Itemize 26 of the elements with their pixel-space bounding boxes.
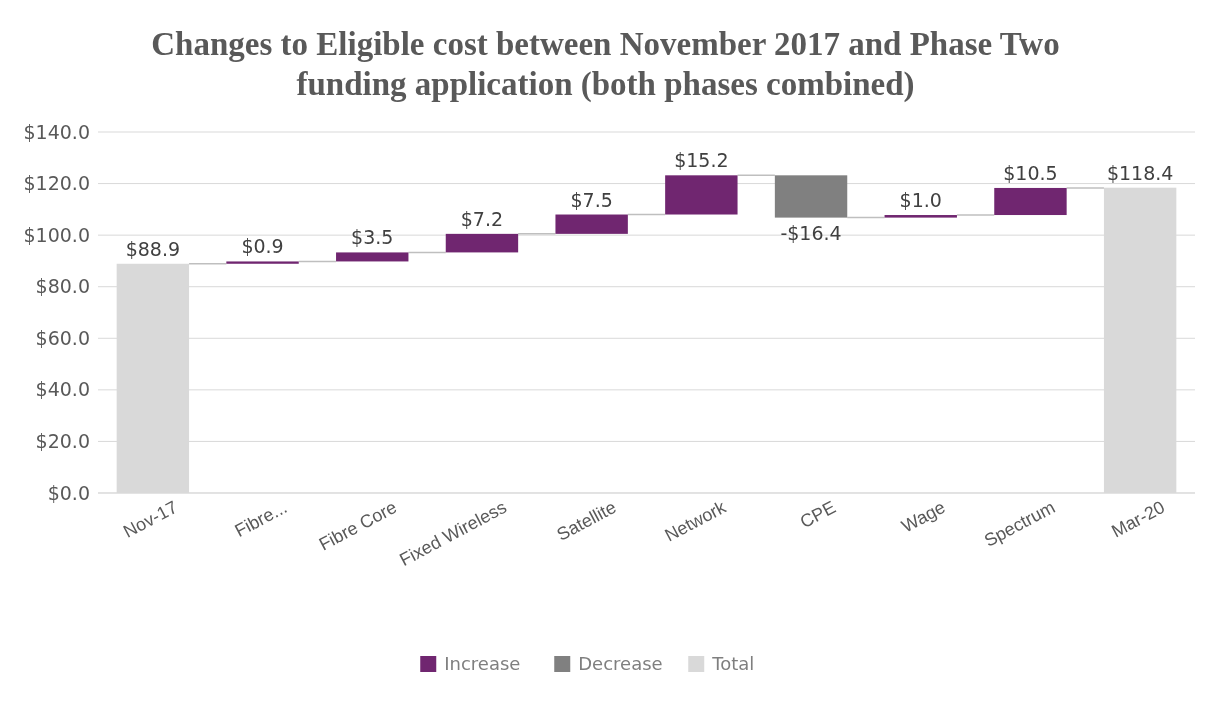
data-label: $7.2	[460, 207, 504, 230]
y-tick-label: $140.0	[23, 120, 90, 143]
data-label: $118.4	[1106, 161, 1174, 184]
y-tick-label: $0.0	[47, 481, 90, 504]
data-label: $1.0	[899, 189, 942, 212]
legend-label: Decrease	[578, 653, 663, 674]
data-label: -$16.4	[780, 221, 842, 244]
legend-label: Total	[711, 653, 755, 674]
data-label: $15.2	[674, 149, 729, 172]
y-tick-label: $20.0	[35, 430, 90, 453]
data-label: $88.9	[125, 237, 181, 260]
y-tick-label: $40.0	[35, 378, 90, 401]
data-label: $3.5	[351, 226, 394, 249]
data-label: $0.9	[241, 235, 284, 258]
x-tick-label: Wage	[898, 497, 949, 537]
legend-label: Increase	[444, 653, 521, 674]
x-tick-label: Fibre...	[231, 497, 291, 541]
chart-title: Changes to Eligible cost between November 2017 and Phase Two funding application (both phases combined)	[151, 26, 1060, 103]
y-tick-label: $60.0	[35, 326, 90, 349]
x-tick-label: Fibre Core	[315, 497, 401, 555]
y-tick-label: $120.0	[23, 172, 90, 195]
data-label: $7.5	[570, 188, 613, 211]
y-tick-label: $100.0	[23, 223, 90, 246]
y-tick-label: $80.0	[35, 275, 90, 298]
x-tick-label: CPE	[796, 497, 839, 533]
data-label: $10.5	[1003, 161, 1058, 184]
